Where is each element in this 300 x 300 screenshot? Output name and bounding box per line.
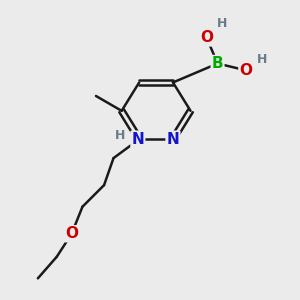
Text: H: H — [257, 53, 267, 66]
Text: B: B — [212, 56, 224, 71]
Text: H: H — [115, 129, 125, 142]
Text: O: O — [200, 30, 213, 45]
Text: N: N — [131, 132, 144, 147]
Text: O: O — [65, 226, 78, 241]
Text: H: H — [216, 16, 227, 29]
Text: N: N — [167, 132, 179, 147]
Text: O: O — [239, 63, 252, 78]
